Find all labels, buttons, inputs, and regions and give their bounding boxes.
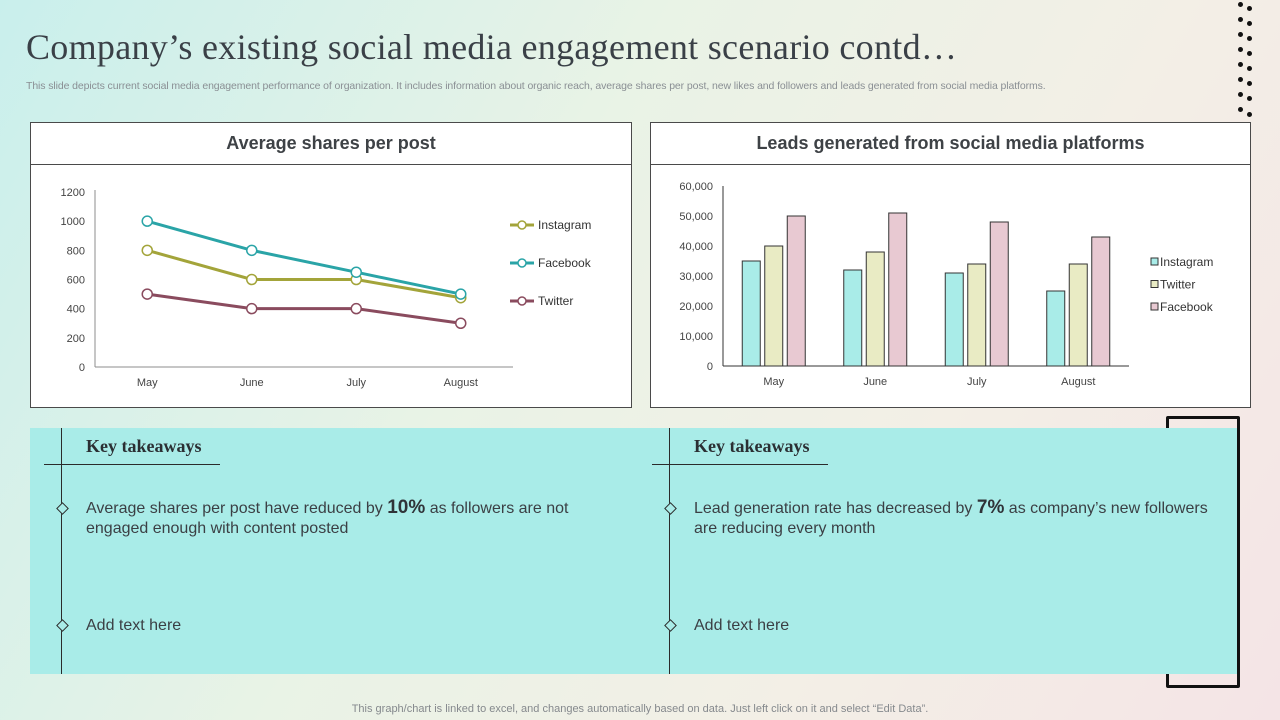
takeaway-placeholder-left[interactable]: Add text here [86, 617, 182, 634]
legend-marker-instagram [517, 220, 527, 230]
data-point-twitter [350, 302, 362, 315]
legend-marker-twitter [517, 296, 527, 306]
line-chart-panel[interactable]: Average shares per post 0 200 400 600 800 100… [30, 122, 632, 408]
y-tick-label: 60,000 [679, 181, 713, 193]
takeaways-section: Key takeaways Average shares per post ha… [30, 428, 1237, 674]
series-line-instagram [146, 248, 462, 300]
diamond-bullet-icon [56, 502, 69, 515]
y-tick-label: 1200 [61, 187, 85, 199]
bar-facebook [989, 221, 1009, 367]
slide-subtitle: This slide depicts current social media … [26, 80, 1046, 92]
legend-swatch-facebook [1150, 302, 1159, 311]
bar-chart-panel[interactable]: Leads generated from social media platfo… [650, 122, 1251, 408]
data-point-twitter [141, 288, 153, 300]
slide-title: Company’s existing social media engageme… [26, 27, 958, 67]
y-tick-label: 40,000 [679, 241, 713, 253]
data-point-instagram [246, 273, 258, 286]
bar-instagram [741, 260, 761, 367]
data-point-facebook [455, 288, 467, 300]
bar-instagram [1046, 290, 1066, 367]
bar-twitter [1068, 263, 1088, 367]
heading-underline [44, 464, 220, 465]
y-tick-label: 30,000 [679, 271, 713, 283]
line-chart-title: Average shares per post [31, 123, 631, 165]
x-tick-label: August [444, 377, 478, 389]
bar-twitter [865, 251, 885, 367]
y-tick-label: 800 [67, 245, 85, 257]
data-point-twitter [455, 317, 467, 329]
series-line-twitter [147, 292, 461, 325]
y-tick-label: 10,000 [679, 331, 713, 343]
series-line-facebook [146, 219, 462, 296]
takeaway-placeholder-right[interactable]: Add text here [694, 617, 790, 634]
legend-label-facebook: Facebook [1160, 300, 1214, 314]
x-tick-label: June [240, 377, 264, 389]
decorative-dots [1236, 0, 1256, 120]
diamond-bullet-icon [664, 619, 677, 632]
x-tick-label: July [967, 376, 987, 388]
takeaway-heading-left: Key takeaways [86, 436, 202, 456]
bar-chart-title: Leads generated from social media platfo… [651, 123, 1250, 165]
bar-instagram [944, 272, 964, 367]
y-tick-label: 50,000 [679, 211, 713, 223]
divider-line [669, 428, 670, 674]
legend-label-instagram: Instagram [1160, 255, 1213, 269]
bar-instagram [843, 269, 863, 367]
bar-facebook [786, 215, 806, 367]
takeaway-point-left: Average shares per post have reduced by … [86, 497, 569, 538]
legend-label-twitter: Twitter [538, 294, 573, 308]
y-tick-label: 0 [79, 362, 85, 374]
y-tick-label: 0 [707, 361, 713, 373]
x-tick-label: June [863, 376, 887, 388]
y-tick-label: 600 [67, 275, 85, 287]
data-point-facebook [350, 266, 362, 278]
data-point-facebook [141, 215, 153, 227]
y-tick-label: 400 [67, 304, 85, 316]
y-tick-label: 1000 [61, 216, 85, 228]
diamond-bullet-icon [56, 619, 69, 632]
bar-facebook [1091, 236, 1111, 367]
x-tick-label: August [1061, 376, 1095, 388]
legend-swatch-twitter [1150, 280, 1159, 288]
bar-twitter [967, 263, 987, 367]
bar-twitter [764, 245, 784, 367]
legend-marker-facebook [517, 258, 527, 268]
legend-label-instagram: Instagram [538, 218, 591, 232]
x-tick-label: May [137, 377, 158, 389]
footer-note: This graph/chart is linked to excel, and… [351, 703, 929, 715]
legend-label-facebook: Facebook [538, 256, 592, 270]
takeaway-point-right: Lead generation rate has decreased by 7%… [694, 497, 1208, 538]
legend-swatch-instagram [1150, 257, 1159, 266]
bar-facebook [888, 212, 908, 367]
data-point-instagram [141, 244, 153, 257]
heading-underline [652, 464, 828, 465]
y-tick-label: 200 [67, 333, 85, 345]
data-point-twitter [246, 302, 258, 315]
x-tick-label: May [763, 376, 784, 388]
diamond-bullet-icon [664, 502, 677, 515]
takeaway-heading-right: Key takeaways [694, 436, 810, 456]
y-tick-label: 20,000 [679, 301, 713, 313]
data-point-facebook [246, 244, 258, 257]
x-tick-label: July [346, 377, 366, 389]
bar-chart[interactable]: 0 10,000 20,000 30,000 40,000 50,000 60,000 May… [651, 165, 1250, 407]
legend-label-twitter: Twitter [1160, 278, 1195, 292]
line-chart[interactable]: 0 200 400 600 800 1000 1200 May June July August In… [31, 165, 631, 407]
divider-line [61, 428, 62, 674]
